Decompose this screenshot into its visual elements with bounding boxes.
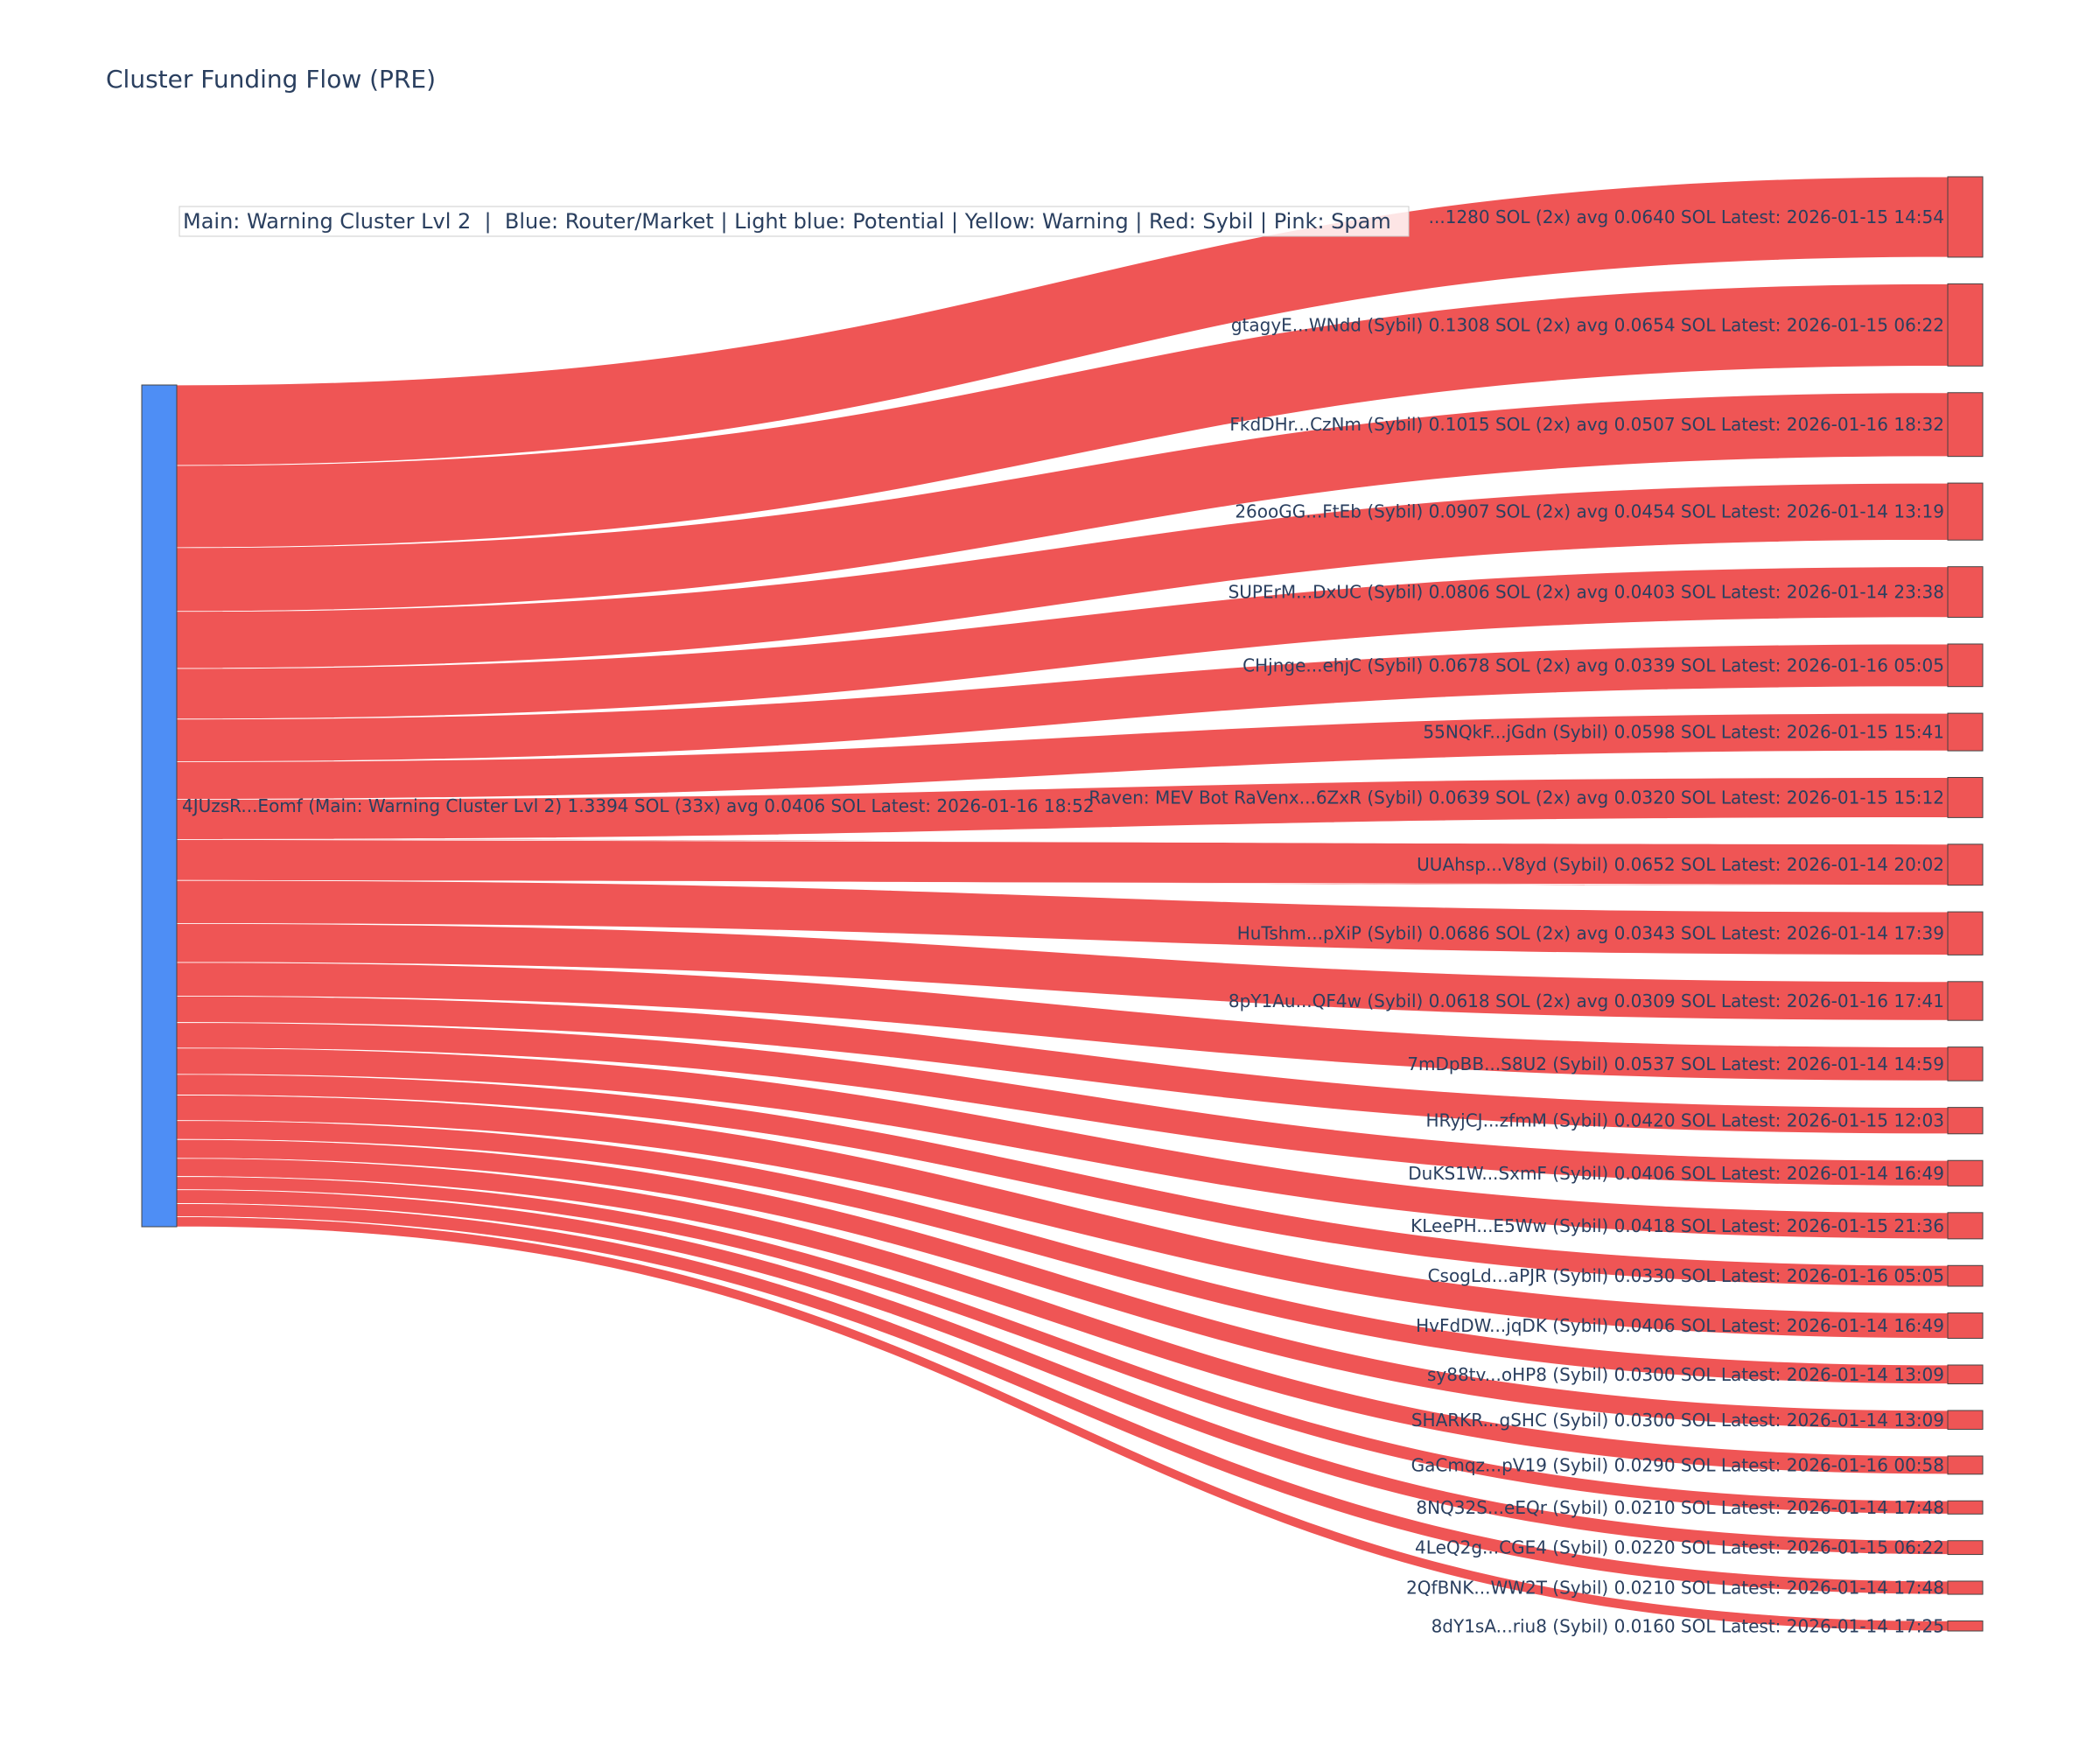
target-node <box>1947 1312 1984 1340</box>
target-node <box>1947 1107 1984 1135</box>
chart-title: Cluster Funding Flow (PRE) <box>106 65 436 94</box>
target-node-label: CHjnge...ehjC (Sybil) 0.0678 SOL (2x) av… <box>1242 654 1944 676</box>
source-node-label: 4JUzsR...Eomf (Main: Warning Cluster Lvl… <box>182 795 1095 816</box>
nodes-layer <box>141 176 1984 1632</box>
target-node-label: SHARKR...gSHC (Sybil) 0.0300 SOL Latest:… <box>1411 1410 1944 1431</box>
target-node <box>1947 1620 1984 1632</box>
target-node-label: ...1280 SOL (2x) avg 0.0640 SOL Latest: … <box>1429 206 1944 228</box>
links-layer <box>176 176 1949 1632</box>
target-node <box>1947 1212 1984 1240</box>
target-node-label: KLeePH...E5Ww (Sybil) 0.0418 SOL Latest:… <box>1410 1215 1944 1236</box>
target-node <box>1947 844 1984 886</box>
target-node <box>1947 1540 1984 1556</box>
target-node-label: 55NQkF...jGdn (Sybil) 0.0598 SOL Latest:… <box>1423 722 1944 743</box>
legend-note: Main: Warning Cluster Lvl 2 | Blue: Rout… <box>183 209 1391 234</box>
target-node-label: GaCmqz...pV19 (Sybil) 0.0290 SOL Latest:… <box>1411 1454 1944 1475</box>
target-node-label: 4LeQ2g...CGE4 (Sybil) 0.0220 SOL Latest:… <box>1415 1537 1944 1558</box>
target-node-label: Raven: MEV Bot RaVenx...6ZxR (Sybil) 0.0… <box>1088 787 1944 808</box>
target-node <box>1947 911 1984 956</box>
target-node <box>1947 643 1984 688</box>
target-node <box>1947 1580 1984 1595</box>
target-node-label: HuTshm...pXiP (Sybil) 0.0686 SOL (2x) av… <box>1237 923 1944 944</box>
target-node <box>1947 1159 1984 1186</box>
target-node-label: 8dY1sA...riu8 (Sybil) 0.0160 SOL Latest:… <box>1432 1615 1944 1636</box>
target-node-label: 7mDpBB...S8U2 (Sybil) 0.0537 SOL Latest:… <box>1407 1054 1944 1074</box>
target-node <box>1947 1264 1984 1287</box>
labels-layer: ...1280 SOL (2x) avg 0.0640 SOL Latest: … <box>182 206 1944 1636</box>
target-node <box>1947 482 1984 541</box>
target-node <box>1947 981 1984 1021</box>
target-node <box>1947 777 1984 818</box>
target-node <box>1947 283 1984 367</box>
target-node-label: 8NQ32S...eEQr (Sybil) 0.0210 SOL Latest:… <box>1416 1497 1944 1518</box>
target-node-label: 8pY1Au...QF4w (Sybil) 0.0618 SOL (2x) av… <box>1228 990 1944 1012</box>
target-node-label: 26ooGG...FtEb (Sybil) 0.0907 SOL (2x) av… <box>1235 501 1944 522</box>
target-node <box>1947 1455 1984 1475</box>
source-node <box>141 384 178 1228</box>
target-node-label: gtagyE...WNdd (Sybil) 0.1308 SOL (2x) av… <box>1231 314 1944 335</box>
target-node-label: HvFdDW...jqDK (Sybil) 0.0406 SOL Latest:… <box>1416 1315 1944 1336</box>
target-node-label: HRyjCJ...zfmM (Sybil) 0.0420 SOL Latest:… <box>1425 1110 1944 1131</box>
target-node <box>1947 176 1984 258</box>
target-node <box>1947 1364 1984 1385</box>
target-node-label: CsogLd...aPJR (Sybil) 0.0330 SOL Latest:… <box>1428 1265 1944 1286</box>
target-node <box>1947 392 1984 458</box>
target-node <box>1947 1410 1984 1431</box>
target-node-label: SUPErM...DxUC (Sybil) 0.0806 SOL (2x) av… <box>1228 582 1944 603</box>
legend-box: Main: Warning Cluster Lvl 2 | Blue: Rout… <box>178 206 1410 237</box>
target-node <box>1947 566 1984 619</box>
target-node-label: DuKS1W...SxmF (Sybil) 0.0406 SOL Latest:… <box>1408 1163 1944 1184</box>
target-node-label: sy88tv...oHP8 (Sybil) 0.0300 SOL Latest:… <box>1427 1364 1944 1385</box>
target-node-label: 2QfBNK...WW2T (Sybil) 0.0210 SOL Latest:… <box>1406 1578 1944 1599</box>
legend-background <box>178 206 1410 237</box>
target-node-label: FkdDHr...CzNm (Sybil) 0.1015 SOL (2x) av… <box>1229 414 1944 435</box>
target-node <box>1947 1046 1984 1082</box>
target-node-label: UUAhsp...V8yd (Sybil) 0.0652 SOL Latest:… <box>1417 854 1944 875</box>
target-node <box>1947 1500 1984 1515</box>
target-node <box>1947 712 1984 752</box>
